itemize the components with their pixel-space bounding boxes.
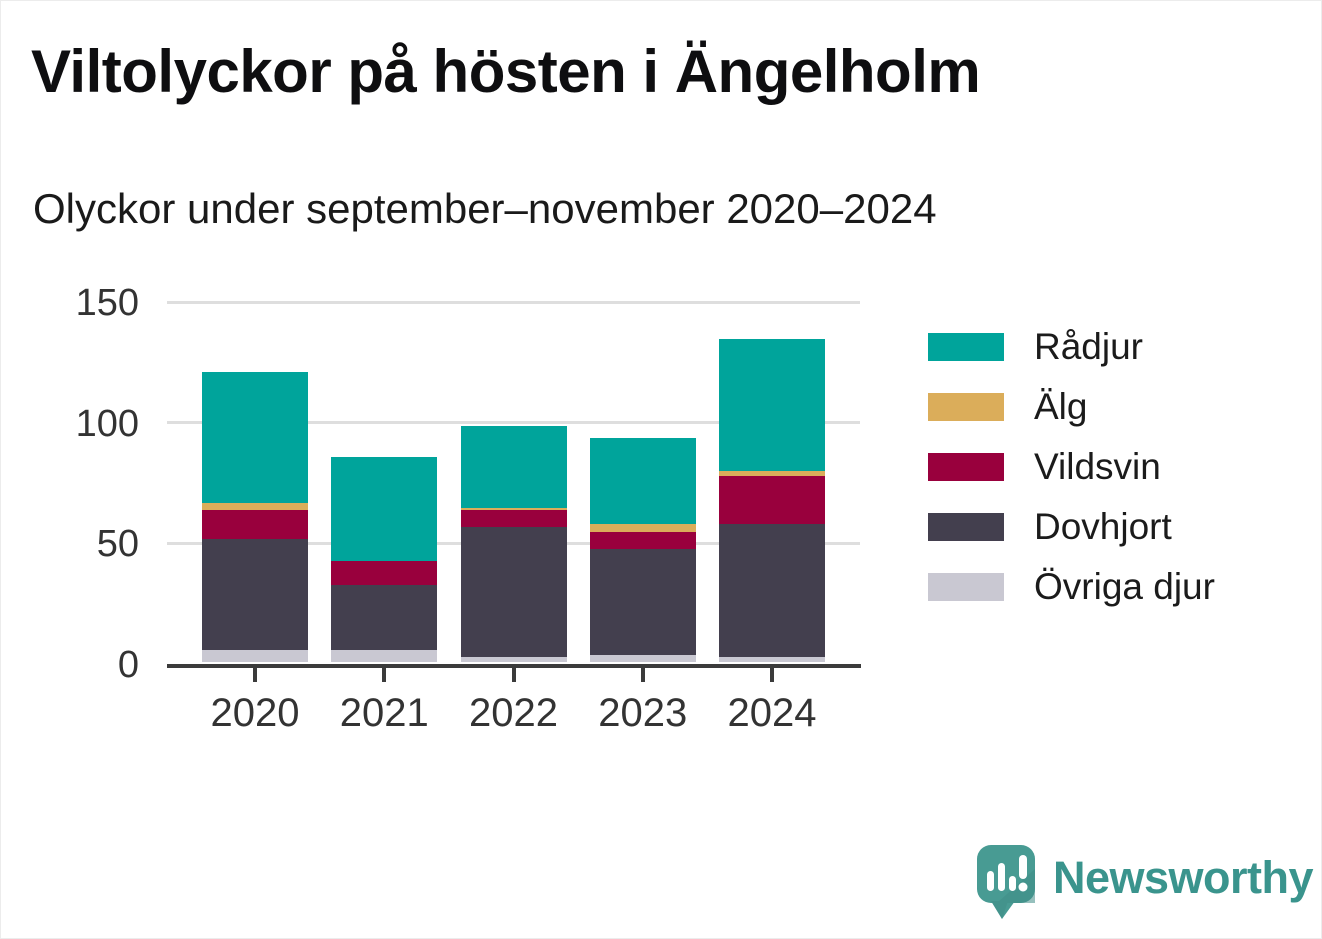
gridline-150: [167, 300, 860, 304]
x-tick-label-2021: 2021: [339, 691, 429, 735]
bar-segment-2022-alg: [460, 507, 567, 510]
bar-2023: [589, 437, 696, 662]
bar-segment-2023-vildsvin: [589, 531, 696, 549]
x-tick-2021: [382, 668, 387, 682]
bar-segment-2022-dovhjort: [460, 526, 567, 658]
x-tick-2023: [640, 668, 645, 682]
legend-swatch-dovhjort: [928, 513, 1004, 541]
x-tick-label-2020: 2020: [210, 691, 300, 735]
x-tick-2024: [770, 668, 774, 682]
chart-subtitle: Olyckor under september–november 2020–20…: [33, 185, 937, 232]
newsworthy-logo-icon: [977, 845, 1035, 919]
legend-swatch-vildsvin: [928, 453, 1004, 481]
bar-segment-2023-dovhjort: [589, 548, 696, 655]
legend-label-dovhjort: Dovhjort: [1034, 506, 1172, 547]
y-tick-label-150: 150: [75, 282, 139, 324]
legend-item-alg: Älg: [928, 386, 1215, 427]
x-tick-2020: [253, 668, 257, 682]
x-axis-line: [167, 664, 861, 668]
x-tick-label-2022: 2022: [469, 691, 558, 735]
bar-segment-2020-vildsvin: [202, 509, 308, 539]
bar-segment-2020-radjur: [202, 372, 308, 503]
bar-segment-2024-dovhjort: [719, 524, 825, 658]
legend-label-ovriga-djur: Övriga djur: [1034, 566, 1215, 607]
y-tick-label-50: 50: [96, 523, 139, 566]
legend-item-dovhjort: Dovhjort: [928, 506, 1215, 547]
y-tick-label-100: 100: [75, 402, 139, 445]
bar-segment-2021-radjur: [331, 456, 438, 561]
bar-segment-2022-ovriga-djur: [460, 657, 567, 662]
legend-swatch-ovriga-djur: [928, 573, 1004, 601]
bar-segment-2021-dovhjort: [331, 584, 438, 650]
legend-item-ovriga-djur: Övriga djur: [928, 566, 1215, 607]
bar-2024: [719, 338, 825, 662]
bar-segment-2022-vildsvin: [460, 509, 567, 527]
legend-label-alg: Älg: [1034, 386, 1088, 427]
brand-name: Newsworthy: [1053, 852, 1314, 903]
gridline-100: [167, 421, 860, 425]
brand-footer: Newsworthy: [975, 843, 1314, 921]
bar-segment-2024-radjur: [719, 338, 825, 472]
legend-swatch-alg: [928, 393, 1004, 421]
bar-segment-2021-ovriga-djur: [331, 649, 438, 662]
bar-segment-2022-radjur: [460, 425, 567, 508]
bar-segment-2020-dovhjort: [202, 538, 308, 650]
x-tick-label-2024: 2024: [727, 691, 817, 735]
x-tick-2022: [511, 668, 516, 682]
chart-title: Viltolyckor på hösten i Ängelholm: [31, 38, 981, 105]
bar-segment-2024-vildsvin: [719, 476, 825, 525]
bar-segment-2020-alg: [202, 502, 308, 510]
legend-item-vildsvin: Vildsvin: [928, 446, 1215, 487]
bar-segment-2021-vildsvin: [331, 560, 438, 585]
bar-2022: [460, 425, 567, 662]
bar-segment-2023-alg: [589, 524, 696, 532]
x-tick-label-2023: 2023: [598, 691, 688, 735]
bar-segment-2020-ovriga-djur: [202, 649, 308, 662]
bar-segment-2024-ovriga-djur: [719, 657, 825, 662]
bar-segment-2023-radjur: [589, 437, 696, 525]
legend-label-radjur: Rådjur: [1034, 326, 1143, 367]
legend-swatch-radjur: [928, 333, 1004, 361]
legend: Rådjur Älg Vildsvin Dovhjort Övriga djur: [928, 326, 1215, 633]
bar-segment-2024-alg: [719, 471, 825, 477]
legend-item-radjur: Rådjur: [928, 326, 1215, 367]
bar-2020: [202, 372, 308, 662]
bar-segment-2023-ovriga-djur: [589, 654, 696, 662]
bar-2021: [331, 456, 438, 662]
y-tick-label-0: 0: [117, 644, 139, 686]
legend-label-vildsvin: Vildsvin: [1034, 446, 1161, 487]
